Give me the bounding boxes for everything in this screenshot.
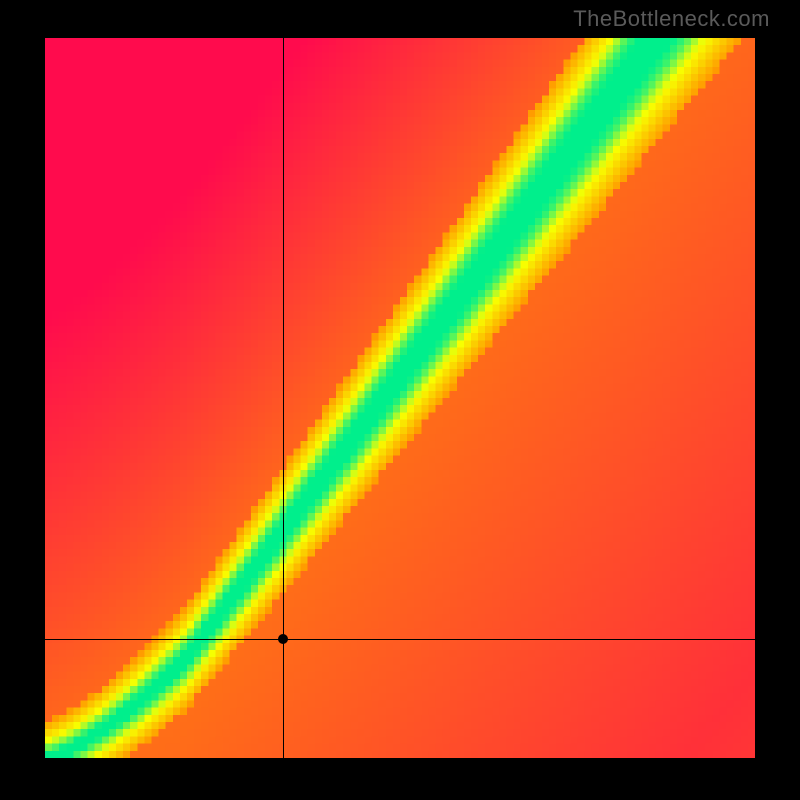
chart-container: TheBottleneck.com [0,0,800,800]
bottleneck-heatmap [45,38,755,758]
attribution-text: TheBottleneck.com [573,6,770,32]
plot-area [45,38,755,758]
